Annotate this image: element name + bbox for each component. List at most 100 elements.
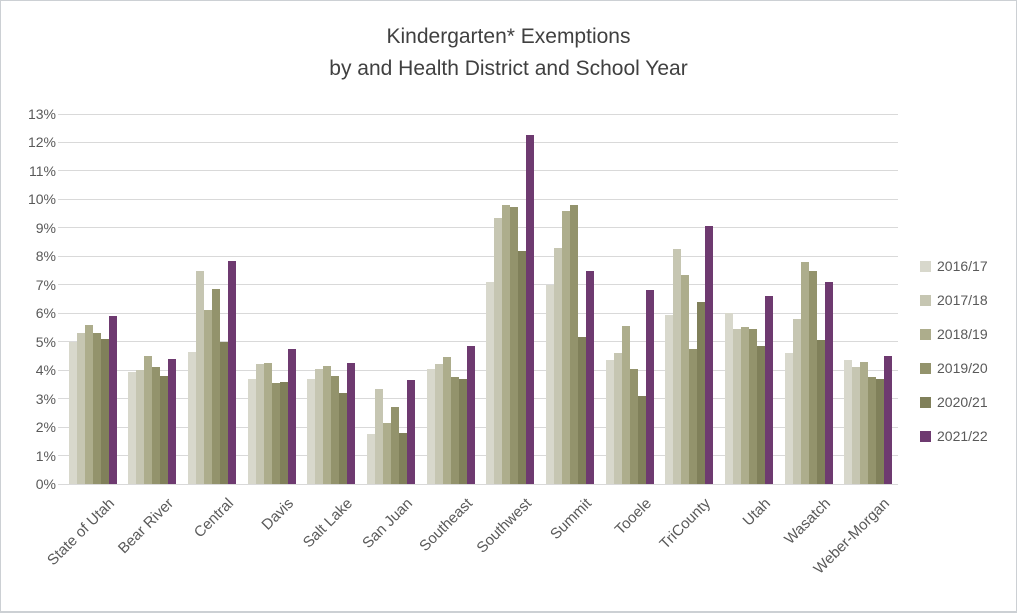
bar-southeast-2021-22 — [466, 345, 475, 484]
legend-item-2019-20: 2019/20 — [920, 358, 988, 378]
legend-item-2020-21: 2020/21 — [920, 392, 988, 412]
bar-bear-river-2016-17 — [128, 371, 137, 484]
y-tick-4: 4% — [35, 362, 56, 379]
bar-bear-river-2017-18 — [136, 370, 145, 484]
plot-area — [58, 113, 898, 485]
bar-summit-2021-22 — [585, 270, 594, 484]
x-label-southeast: Southeast — [415, 495, 476, 555]
gridline-8 — [58, 255, 898, 257]
bar-weber-morgan-2021-22 — [884, 355, 893, 484]
y-tick-12: 12% — [27, 134, 56, 151]
bar-san-juan-2018-19 — [383, 422, 392, 484]
legend-swatch-2019-20 — [920, 362, 931, 374]
bar-southeast-2018-19 — [442, 357, 451, 484]
bar-southwest-2019-20 — [510, 206, 519, 484]
bar-state-of-utah-2018-19 — [84, 324, 93, 484]
y-tick-3: 3% — [35, 390, 56, 407]
bar-state-of-utah-2016-17 — [68, 341, 77, 484]
y-tick-5: 5% — [35, 333, 56, 350]
x-axis-line — [58, 483, 898, 485]
bar-central-2020-21 — [220, 341, 229, 484]
legend-label-2020-21: 2020/21 — [937, 394, 988, 410]
bar-bear-river-2020-21 — [160, 375, 169, 484]
bar-salt-lake-2021-22 — [347, 363, 356, 484]
x-label-weber-morgan: Weber-Morgan — [810, 495, 894, 578]
bar-tricounty-2021-22 — [705, 226, 714, 484]
bar-tricounty-2019-20 — [689, 348, 698, 484]
bar-group-san-juan — [361, 114, 421, 484]
bar-group-bear-river — [123, 114, 183, 484]
legend-item-2021-22: 2021/22 — [920, 426, 988, 446]
bar-davis-2018-19 — [263, 363, 272, 484]
bar-wasatch-2016-17 — [784, 353, 793, 484]
x-label-salt-lake: Salt Lake — [300, 495, 357, 552]
bar-davis-2020-21 — [279, 381, 288, 484]
bar-bear-river-2021-22 — [168, 358, 177, 484]
bar-group-southeast — [421, 114, 481, 484]
bar-salt-lake-2020-21 — [339, 392, 348, 484]
bar-weber-morgan-2018-19 — [860, 361, 869, 484]
bar-state-of-utah-2019-20 — [92, 333, 101, 484]
bar-group-weber-morgan — [838, 114, 898, 484]
x-label-central: Central — [190, 495, 238, 542]
bar-davis-2017-18 — [255, 364, 264, 484]
bar-davis-2019-20 — [271, 382, 280, 484]
bar-utah-2018-19 — [740, 327, 749, 484]
x-label-southwest: Southwest — [473, 495, 536, 557]
bar-summit-2017-18 — [553, 247, 562, 484]
bar-group-salt-lake — [302, 114, 362, 484]
legend-swatch-2020-21 — [920, 396, 931, 408]
legend-swatch-2016-17 — [920, 260, 931, 272]
bar-tooele-2021-22 — [645, 290, 654, 484]
y-tick-7: 7% — [35, 276, 56, 293]
legend-swatch-2021-22 — [920, 430, 931, 442]
gridline-7 — [58, 284, 898, 286]
bar-salt-lake-2019-20 — [331, 375, 340, 484]
bar-weber-morgan-2019-20 — [868, 377, 877, 484]
y-tick-8: 8% — [35, 248, 56, 265]
legend-item-2018-19: 2018/19 — [920, 324, 988, 344]
bar-utah-2016-17 — [724, 313, 733, 484]
x-label-bear-river: Bear River — [115, 495, 178, 558]
bar-tricounty-2020-21 — [697, 301, 706, 484]
bar-tooele-2018-19 — [621, 326, 630, 484]
bar-state-of-utah-2021-22 — [108, 316, 117, 484]
y-tick-1: 1% — [35, 447, 56, 464]
gridline-12 — [58, 141, 898, 143]
bar-tooele-2020-21 — [637, 395, 646, 484]
chart-title-line1: Kindergarten* Exemptions — [386, 25, 631, 48]
bar-southwest-2017-18 — [494, 217, 503, 484]
y-tick-10: 10% — [27, 191, 56, 208]
bar-tricounty-2016-17 — [665, 314, 674, 484]
legend-swatch-2018-19 — [920, 328, 931, 340]
gridline-10 — [58, 198, 898, 200]
bar-central-2019-20 — [212, 289, 221, 484]
bar-bear-river-2019-20 — [152, 367, 161, 484]
bar-utah-2019-20 — [748, 328, 757, 484]
bar-summit-2019-20 — [569, 205, 578, 484]
bar-southwest-2020-21 — [518, 250, 527, 484]
x-label-utah: Utah — [739, 495, 774, 530]
bar-tricounty-2017-18 — [673, 249, 682, 484]
bar-group-utah — [719, 114, 779, 484]
bar-salt-lake-2017-18 — [315, 368, 324, 484]
bar-southwest-2016-17 — [486, 281, 495, 484]
bar-central-2021-22 — [228, 260, 237, 484]
chart-title: Kindergarten* Exemptions by and Health D… — [1, 21, 1016, 85]
legend-item-2016-17: 2016/17 — [920, 256, 988, 276]
bar-san-juan-2016-17 — [367, 434, 376, 484]
gridline-9 — [58, 227, 898, 229]
gridline-1 — [58, 455, 898, 457]
bar-southeast-2017-18 — [434, 364, 443, 484]
legend: 2016/17 2017/18 2018/19 2019/20 2020/21 2021/… — [920, 256, 988, 446]
bar-davis-2016-17 — [247, 378, 256, 484]
gridline-3 — [58, 398, 898, 400]
legend-label-2021-22: 2021/22 — [937, 428, 988, 444]
bar-central-2017-18 — [196, 270, 205, 484]
x-label-san-juan: San Juan — [359, 495, 417, 552]
gridline-13 — [58, 113, 898, 115]
y-tick-11: 11% — [29, 162, 56, 179]
bar-utah-2017-18 — [732, 328, 741, 484]
bar-utah-2021-22 — [764, 296, 773, 484]
